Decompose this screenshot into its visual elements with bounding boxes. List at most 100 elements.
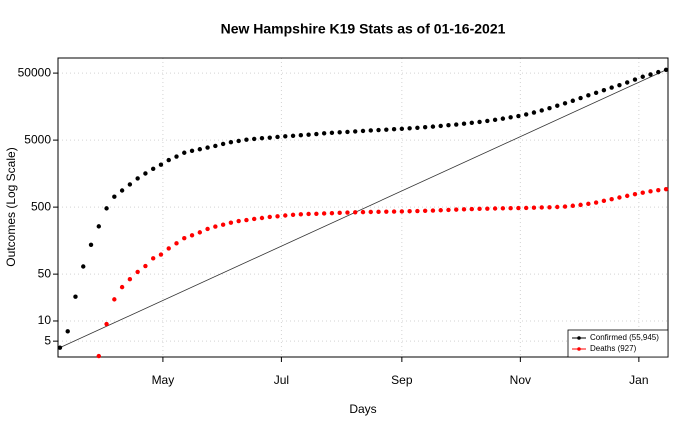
data-point	[353, 129, 358, 134]
data-point	[555, 204, 560, 210]
x-tick-label: Jul	[274, 373, 289, 387]
data-point	[368, 128, 373, 133]
data-point	[384, 209, 389, 214]
data-point	[213, 224, 218, 229]
data-point	[259, 215, 265, 221]
data-point	[430, 208, 436, 213]
data-point	[454, 207, 459, 212]
legend-text: Deaths (927)	[590, 344, 637, 353]
data-point	[547, 205, 552, 210]
data-point	[376, 127, 381, 133]
data-point	[220, 222, 226, 227]
data-point	[430, 124, 436, 129]
data-point	[469, 120, 474, 125]
trend-line	[59, 69, 667, 349]
data-point	[345, 210, 350, 215]
data-point	[640, 74, 645, 79]
data-point	[321, 131, 327, 136]
data-point	[158, 252, 164, 257]
data-point	[314, 131, 319, 137]
data-point	[275, 214, 280, 219]
data-point	[663, 67, 669, 73]
data-point	[485, 206, 490, 211]
data-point	[461, 207, 467, 212]
data-point	[236, 138, 241, 144]
data-point	[523, 112, 529, 117]
data-point	[648, 189, 653, 194]
data-point	[531, 110, 537, 115]
data-point	[407, 209, 412, 214]
y-tick-label: 10	[38, 313, 52, 327]
data-point	[399, 126, 405, 131]
data-point	[252, 216, 257, 222]
data-point	[360, 128, 366, 134]
data-point	[306, 132, 311, 137]
data-point	[244, 137, 249, 142]
data-point	[360, 209, 366, 215]
data-point	[415, 208, 420, 214]
data-point	[112, 297, 117, 302]
data-point	[562, 204, 568, 209]
data-point	[189, 148, 195, 153]
data-point	[267, 135, 272, 140]
data-point	[454, 122, 459, 127]
data-point	[446, 123, 451, 128]
data-point	[88, 242, 94, 248]
data-point	[143, 171, 148, 176]
data-point	[640, 190, 645, 195]
data-point	[283, 213, 288, 218]
data-point	[648, 72, 653, 77]
data-point	[73, 294, 78, 299]
data-point	[205, 226, 210, 232]
data-point	[321, 211, 327, 216]
data-point	[531, 205, 537, 210]
data-point	[570, 98, 576, 103]
data-point	[127, 182, 133, 187]
data-point	[236, 218, 241, 224]
y-axis-label: Outcomes (Log Scale)	[4, 147, 18, 266]
data-point	[578, 202, 583, 208]
data-point	[461, 121, 467, 126]
data-point	[593, 90, 599, 95]
data-point	[283, 134, 288, 139]
data-point	[492, 206, 498, 211]
data-point	[104, 321, 109, 327]
x-tick-label: Jan	[629, 373, 648, 387]
data-point	[329, 130, 335, 135]
data-point	[166, 157, 171, 163]
data-point	[143, 263, 148, 269]
data-point	[609, 85, 614, 90]
data-point	[656, 187, 661, 193]
data-point	[119, 284, 125, 290]
data-point	[135, 176, 140, 181]
data-point	[539, 205, 544, 210]
x-tick-label: May	[152, 373, 175, 387]
data-point	[516, 113, 521, 119]
data-point	[135, 269, 140, 275]
data-point	[150, 256, 156, 261]
data-point	[267, 214, 272, 220]
data-point	[508, 205, 513, 211]
data-point	[345, 129, 350, 135]
data-point	[353, 210, 358, 215]
data-point	[399, 209, 405, 214]
data-point	[127, 277, 133, 282]
data-point	[290, 212, 296, 218]
data-point	[422, 124, 428, 130]
data-point	[314, 211, 319, 216]
data-point	[244, 217, 249, 223]
data-point	[384, 127, 389, 132]
data-point	[298, 212, 304, 217]
data-point	[81, 264, 86, 269]
data-point	[617, 82, 622, 88]
data-point	[205, 145, 210, 150]
data-point	[96, 353, 101, 359]
data-point	[516, 205, 521, 211]
x-tick-label: Nov	[510, 373, 531, 387]
data-point	[213, 143, 218, 149]
data-point	[422, 208, 428, 213]
x-axis-label: Days	[349, 402, 376, 416]
data-point	[632, 191, 638, 197]
data-point	[438, 123, 443, 129]
